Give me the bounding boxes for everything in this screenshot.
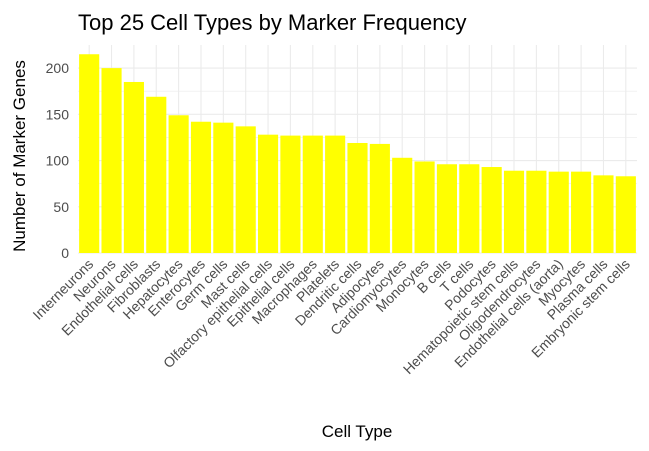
bar — [123, 81, 144, 253]
bar — [548, 171, 569, 253]
bar — [481, 167, 502, 253]
bar — [392, 157, 413, 253]
bars — [79, 54, 636, 254]
bar — [414, 161, 435, 253]
bar — [593, 175, 614, 253]
y-tick-label: 50 — [53, 199, 69, 215]
bar — [146, 96, 167, 253]
y-tick-label: 0 — [61, 245, 69, 261]
bar — [79, 54, 100, 253]
bar — [302, 135, 323, 253]
y-axis-title: Number of Marker Genes — [10, 60, 29, 252]
bar — [257, 134, 279, 253]
bar — [168, 115, 189, 253]
y-axis-ticks: 0 50 100 150 200 — [46, 60, 70, 261]
bar — [571, 171, 592, 253]
bar — [615, 176, 636, 253]
bar — [190, 121, 212, 254]
bar — [369, 143, 390, 253]
bar — [213, 122, 234, 253]
bar — [436, 164, 458, 253]
bar — [347, 142, 368, 253]
bar — [101, 68, 122, 253]
bar — [280, 135, 301, 253]
bar — [503, 170, 525, 253]
x-axis-title: Cell Type — [322, 422, 393, 441]
bar — [526, 170, 547, 253]
chart-title: Top 25 Cell Types by Marker Frequency — [78, 10, 466, 35]
bar — [459, 164, 480, 253]
y-tick-label: 150 — [46, 106, 70, 122]
bar — [235, 126, 256, 253]
y-tick-label: 100 — [46, 153, 70, 169]
bar — [325, 135, 346, 253]
y-tick-label: 200 — [46, 60, 70, 76]
